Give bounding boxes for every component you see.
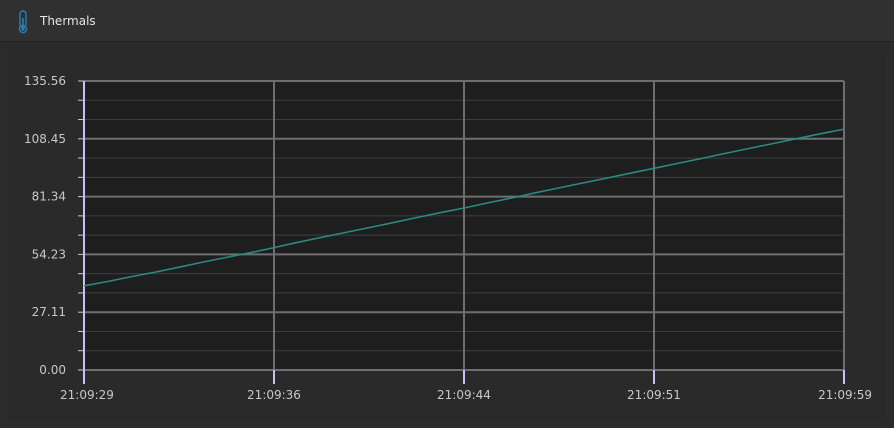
x-tick-label: 21:09:29 [60, 388, 114, 402]
y-tick-label: 135.56 [24, 74, 66, 88]
axes [78, 80, 845, 384]
y-tick-label: 0.00 [39, 363, 66, 377]
y-tick-label: 54.23 [32, 247, 66, 261]
x-tick-label: 21:09:59 [818, 388, 872, 402]
panel-title: Thermals [40, 14, 96, 28]
y-tick-label: 27.11 [32, 305, 66, 319]
y-tick-labels: 0.00 27.11 54.23 81.34 108.45 135.56 [24, 74, 66, 377]
x-tick-label: 21:09:44 [437, 388, 491, 402]
y-tick-label: 81.34 [32, 190, 66, 204]
x-tick-label: 21:09:36 [247, 388, 301, 402]
thermometer-icon [18, 10, 28, 34]
x-tick-labels: 21:09:29 21:09:36 21:09:44 21:09:51 21:09:59 [60, 388, 872, 402]
series-line [83, 128, 845, 287]
y-tick-label: 108.45 [24, 132, 66, 146]
panel-header: Thermals [0, 0, 894, 42]
x-tick-label: 21:09:51 [627, 388, 681, 402]
